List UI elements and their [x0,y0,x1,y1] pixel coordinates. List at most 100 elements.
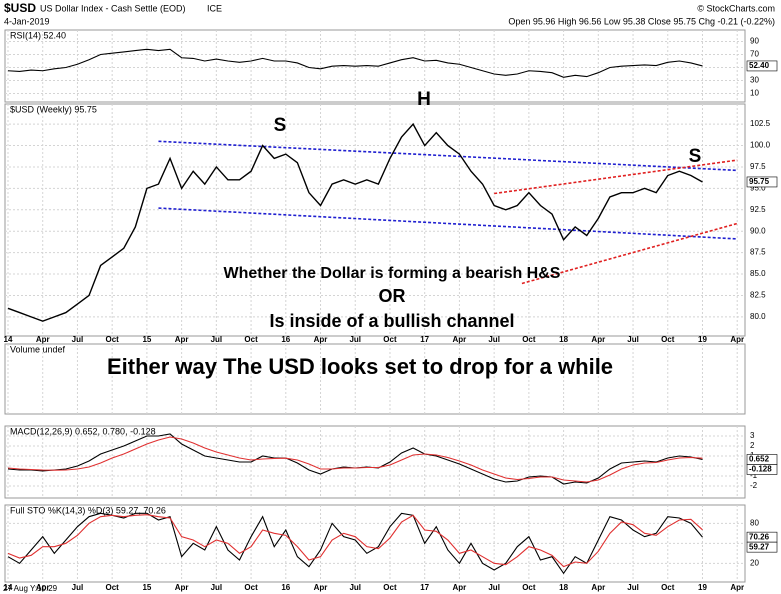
x-tick-label: Oct [106,335,120,344]
x-tick-label: Jul [627,583,639,592]
x-tick-label: 18 [559,583,568,592]
x-tick-label: 16 [281,583,290,592]
x-tick-label: Apr [453,335,467,344]
x-tick-label: Jul [349,583,361,592]
annotation: OR [379,286,406,306]
x-tick-label: 14 [4,335,13,344]
x-tick-label: Apr [591,583,605,592]
x-tick-label: Apr [175,335,189,344]
symbol: $USD [4,1,36,15]
x-tick-label: Apr [36,583,50,592]
panel-title: RSI(14) 52.40 [10,30,66,40]
y-tick-label: 80.0 [750,312,766,321]
date: 4-Jan-2019 [4,16,50,26]
y-tick-label: 97.5 [750,162,766,171]
annotation: H [417,89,431,110]
x-tick-label: 15 [142,335,151,344]
annotations: S H S Whether the Dollar is forming a be… [3,89,701,593]
y-tick-label: 2 [750,441,755,450]
y-tick-label: 20 [750,558,759,567]
x-tick-label: Apr [591,335,605,344]
x-tick-label: 16 [281,335,290,344]
x-tick-label: 19 [698,335,707,344]
x-tick-label: 17 [420,583,429,592]
quote: Open 95.96 High 96.56 Low 95.38 Close 95… [508,16,775,26]
x-tick-label: Oct [244,335,258,344]
y-tick-label: -1 [750,471,758,480]
y-tick-label: 90.0 [750,226,766,235]
last-value-tag [746,176,778,188]
y-tick-label: 30 [750,76,759,85]
last-value-label: 59.27 [749,542,770,551]
y-tick-label: 80 [750,518,759,527]
x-tick-label: Jul [72,583,84,592]
x-tick-label: Jul [488,583,500,592]
panel-frame [4,343,746,415]
series-line [7,436,703,483]
y-tick-label: 3 [750,431,755,440]
annotation: Either way The USD looks set to drop for… [107,354,613,379]
cursor-readout: 27 Aug Y:10.29 [3,584,58,593]
x-tick-label: 17 [420,335,429,344]
x-tick-label: Apr [453,583,467,592]
series-line [7,514,703,568]
last-value-label: 52.40 [749,61,770,70]
last-value-label: 70.26 [749,532,770,541]
x-tick-label: Apr [314,335,328,344]
x-tick-label: Jul [211,335,223,344]
x-tick-label: 18 [559,335,568,344]
trendline [158,140,738,172]
y-tick-label: 82.5 [750,291,766,300]
watermark: © StockCharts.com [697,3,775,13]
x-tick-label: 14 [4,583,13,592]
x-tick-label: Apr [36,335,50,344]
y-tick-label: 10 [750,89,759,98]
x-tick-label: 15 [142,583,151,592]
x-tick-label: Jul [488,335,500,344]
y-tick-label: 92.5 [750,205,766,214]
x-tick-label: Oct [383,583,397,592]
x-tick-label: Oct [522,335,536,344]
x-tick-label: Jul [72,335,84,344]
x-tick-label: Oct [244,583,258,592]
x-tick-label: 19 [698,583,707,592]
annotation: Is inside of a bullish channel [269,311,514,331]
x-tick-label: Oct [661,583,675,592]
last-value-tag [746,60,778,72]
exchange: ICE [207,3,222,13]
panel-title: MACD(12,26,9) 0.652, 0.780, -0.128 [10,426,156,436]
annotation: S [689,146,702,167]
last-value-label: 0.652 [749,455,770,464]
x-tick-label: Apr [314,583,328,592]
plots: 1030507090RSI(14) 52.4052.4080.082.585.0… [4,29,778,592]
x-tick-label: Oct [383,335,397,344]
trendline [158,207,738,240]
panel-title: Full STO %K(14,3) %D(3) 59.27, 70.26 [10,505,166,515]
annotation: Whether the Dollar is forming a bearish … [224,265,561,282]
y-tick-label: 90 [750,37,759,46]
panel-title: Volume undef [10,344,66,354]
series-line [7,122,703,322]
trendline [494,159,738,195]
x-tick-label: Oct [106,583,120,592]
series-line [7,48,703,78]
last-value-label: 95.75 [749,177,770,186]
x-tick-label: Oct [522,583,536,592]
trendline [521,222,738,285]
x-tick-label: Apr [730,335,744,344]
security-name: US Dollar Index - Cash Settle (EOD) [40,3,186,13]
y-tick-label: 102.5 [750,119,771,128]
x-tick-label: Apr [175,583,189,592]
last-value-label: -0.128 [749,465,772,474]
y-tick-label: 100.0 [750,141,771,150]
x-tick-label: Apr [730,583,744,592]
x-tick-label: Oct [661,335,675,344]
panel-title: $USD (Weekly) 95.75 [10,104,97,114]
last-value-tag [746,541,778,553]
x-tick-label: Jul [627,335,639,344]
y-tick-label: 95.0 [750,183,766,192]
x-tick-label: Jul [211,583,223,592]
y-tick-label: 85.0 [750,269,766,278]
annotation: S [274,115,287,136]
